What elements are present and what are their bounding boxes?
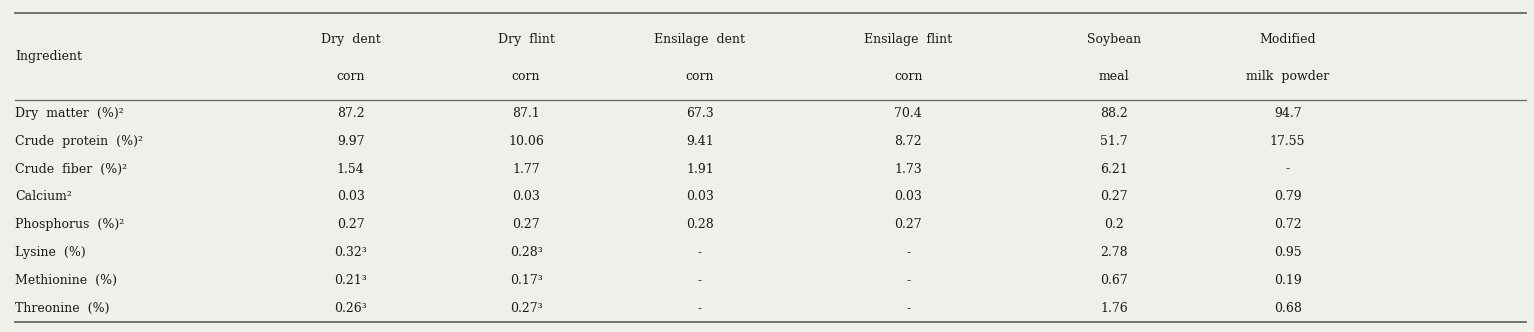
Text: -: - [907,302,910,315]
Text: Dry  matter  (%)²: Dry matter (%)² [15,107,124,120]
Text: 0.26³: 0.26³ [334,302,367,315]
Text: 0.03: 0.03 [686,191,713,204]
Text: 0.27: 0.27 [512,218,540,231]
Text: 0.17³: 0.17³ [509,274,543,287]
Text: 94.7: 94.7 [1273,107,1301,120]
Text: -: - [1285,163,1290,176]
Text: 0.03: 0.03 [894,191,922,204]
Text: 17.55: 17.55 [1270,135,1305,148]
Text: Threonine  (%): Threonine (%) [15,302,110,315]
Text: 0.72: 0.72 [1273,218,1301,231]
Text: Crude  protein  (%)²: Crude protein (%)² [15,135,143,148]
Text: Ingredient: Ingredient [15,50,83,63]
Text: 51.7: 51.7 [1100,135,1127,148]
Text: 8.72: 8.72 [894,135,922,148]
Text: 88.2: 88.2 [1100,107,1127,120]
Text: -: - [907,246,910,259]
Text: 0.28³: 0.28³ [509,246,543,259]
Text: 0.21³: 0.21³ [334,274,367,287]
Text: 0.27: 0.27 [1100,191,1127,204]
Text: 0.27³: 0.27³ [509,302,543,315]
Text: Ensilage  flint: Ensilage flint [864,33,953,46]
Text: Calcium²: Calcium² [15,191,72,204]
Text: corn: corn [686,70,713,83]
Text: Dry  flint: Dry flint [497,33,554,46]
Text: 87.1: 87.1 [512,107,540,120]
Text: 0.03: 0.03 [337,191,365,204]
Text: 0.03: 0.03 [512,191,540,204]
Text: 0.79: 0.79 [1273,191,1301,204]
Text: 0.67: 0.67 [1100,274,1127,287]
Text: 67.3: 67.3 [686,107,713,120]
Text: Phosphorus  (%)²: Phosphorus (%)² [15,218,124,231]
Text: 10.06: 10.06 [508,135,545,148]
Text: -: - [698,274,703,287]
Text: 70.4: 70.4 [894,107,922,120]
Text: 2.78: 2.78 [1100,246,1127,259]
Text: corn: corn [512,70,540,83]
Text: corn: corn [336,70,365,83]
Text: Methionine  (%): Methionine (%) [15,274,117,287]
Text: Soybean: Soybean [1086,33,1141,46]
Text: 0.27: 0.27 [894,218,922,231]
Text: 0.19: 0.19 [1273,274,1301,287]
Text: -: - [907,274,910,287]
Text: 9.97: 9.97 [337,135,365,148]
Text: 0.27: 0.27 [337,218,365,231]
Text: 1.77: 1.77 [512,163,540,176]
Text: 0.2: 0.2 [1104,218,1124,231]
Text: Crude  fiber  (%)²: Crude fiber (%)² [15,163,127,176]
Text: -: - [698,302,703,315]
Text: Ensilage  dent: Ensilage dent [655,33,746,46]
Text: -: - [698,246,703,259]
Text: Dry  dent: Dry dent [321,33,380,46]
Text: 1.73: 1.73 [894,163,922,176]
Text: 0.68: 0.68 [1273,302,1301,315]
Text: 9.41: 9.41 [686,135,713,148]
Text: Modified: Modified [1259,33,1316,46]
Text: milk  powder: milk powder [1246,70,1330,83]
Text: corn: corn [894,70,922,83]
Text: 1.76: 1.76 [1100,302,1127,315]
Text: meal: meal [1098,70,1129,83]
Text: 6.21: 6.21 [1100,163,1127,176]
Text: 87.2: 87.2 [337,107,365,120]
Text: 0.95: 0.95 [1273,246,1301,259]
Text: 0.28: 0.28 [686,218,713,231]
Text: 1.54: 1.54 [337,163,365,176]
Text: 0.32³: 0.32³ [334,246,367,259]
Text: Lysine  (%): Lysine (%) [15,246,86,259]
Text: 1.91: 1.91 [686,163,713,176]
